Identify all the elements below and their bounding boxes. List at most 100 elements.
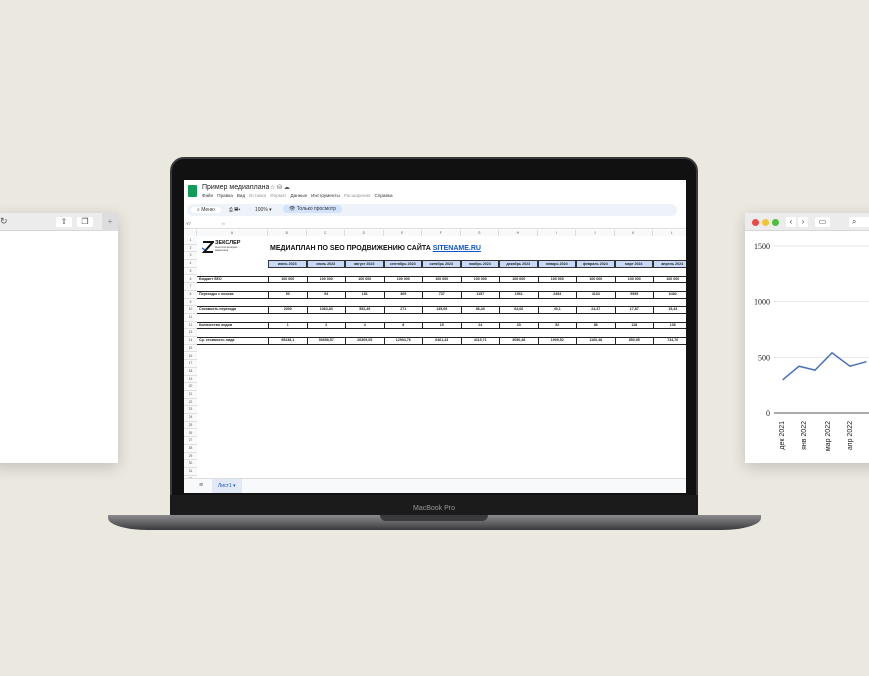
data-cell[interactable]: 12904,76 [383, 337, 423, 345]
data-cell[interactable]: 33 [499, 321, 538, 330]
data-cell[interactable]: 4115,71 [460, 337, 500, 345]
data-cell[interactable]: 100 000 [268, 275, 307, 284]
menu-item[interactable]: Расширения [343, 193, 371, 198]
data-cell[interactable]: 24,37 [576, 306, 615, 314]
data-cell[interactable]: 100 000 [537, 275, 577, 284]
menu-item[interactable]: Справка [374, 193, 393, 198]
data-cell[interactable]: 850,95 [614, 337, 654, 345]
data-cell[interactable]: 15 [422, 321, 461, 330]
data-cell[interactable]: 100 000 [460, 275, 500, 284]
column-header[interactable]: B [268, 230, 307, 236]
row-number[interactable]: 25 [184, 421, 197, 430]
row-number[interactable]: 31 [184, 468, 197, 476]
row-number[interactable]: 5 [184, 267, 197, 276]
back-icon[interactable]: ‹ [786, 217, 796, 227]
data-cell[interactable]: 4 [345, 321, 384, 330]
maximize-icon[interactable] [772, 219, 779, 226]
data-cell[interactable]: 100 000 [306, 275, 346, 284]
minimize-icon[interactable] [762, 219, 769, 226]
data-cell[interactable]: 95238,1 [268, 337, 307, 345]
row-number[interactable]: 17 [184, 360, 197, 368]
data-cell[interactable]: 2494 [537, 290, 577, 299]
column-header[interactable]: K [614, 230, 653, 236]
data-cell[interactable]: 8 [383, 321, 423, 330]
data-cell[interactable]: 181 [345, 290, 384, 299]
data-cell[interactable]: 86,43 [460, 306, 500, 314]
row-number[interactable]: 1 [184, 237, 197, 245]
data-cell[interactable]: 5595 [614, 290, 654, 299]
row-number[interactable]: 15 [184, 344, 197, 353]
column-header[interactable]: L [653, 230, 686, 236]
data-cell[interactable]: 94 [306, 290, 346, 299]
row-number[interactable]: 19 [184, 375, 197, 384]
menu-item[interactable]: Правка [217, 193, 233, 198]
row-number[interactable]: 16 [184, 352, 197, 361]
select-all[interactable] [184, 230, 197, 236]
print-icon[interactable]: ⎙ ▤▾ [229, 207, 241, 213]
row-number[interactable]: 2 [184, 244, 197, 253]
row-number[interactable]: 10 [184, 306, 197, 314]
column-header[interactable]: J [576, 230, 615, 236]
share-icon[interactable]: ⇧ [56, 217, 72, 227]
row-number[interactable]: 8 [184, 290, 197, 299]
column-header[interactable]: E [383, 230, 422, 236]
view-only-button[interactable]: 👁 Только просмотр [283, 205, 342, 213]
close-icon[interactable] [752, 219, 759, 226]
data-cell[interactable]: 100 000 [422, 275, 461, 284]
search-icon[interactable]: ⌕ [849, 217, 869, 227]
data-cell[interactable]: 1157 [460, 290, 500, 299]
row-number[interactable]: 24 [184, 414, 197, 422]
row-number[interactable]: 18 [184, 367, 197, 376]
row-number[interactable]: 12 [184, 321, 197, 330]
data-cell[interactable]: 17,87 [614, 306, 654, 314]
data-cell[interactable]: 118 [614, 321, 654, 330]
tabs-icon[interactable]: ❐ [77, 217, 93, 227]
data-cell[interactable]: 24 [460, 321, 500, 330]
row-number[interactable]: 28 [184, 444, 197, 453]
menu-item[interactable]: Данные [290, 193, 308, 198]
row-number[interactable]: 3 [184, 252, 197, 261]
zoom-select[interactable]: 100% ▾ [255, 207, 272, 213]
sheet-grid[interactable]: A B C D E F G H I J K L 1 2 3 4 5 6 7 8 9 10 11 12 13 14 15 16 17 18 1… [184, 180, 686, 493]
data-cell[interactable]: 100 000 [345, 275, 384, 284]
menu-item[interactable]: Вид [236, 193, 246, 198]
data-cell[interactable]: 100 000 [653, 275, 686, 284]
menu-item[interactable]: Файл [202, 193, 214, 198]
data-cell[interactable]: 136 [653, 321, 686, 330]
row-number[interactable]: 6 [184, 275, 197, 284]
menu-item[interactable]: Вставка [249, 193, 267, 198]
menu-item[interactable]: Инструменты [311, 193, 340, 198]
data-cell[interactable]: 52 [537, 321, 577, 330]
row-number[interactable]: 23 [184, 406, 197, 415]
data-cell[interactable]: 6482 [653, 290, 686, 299]
sidebar-icon[interactable]: ▭ [815, 217, 830, 227]
all-sheets-icon[interactable]: ≡ [199, 482, 204, 489]
column-header[interactable]: H [499, 230, 538, 236]
data-cell[interactable]: 100 000 [576, 275, 615, 284]
column-header[interactable]: D [345, 230, 384, 236]
column-header[interactable]: I [537, 230, 576, 236]
data-cell[interactable]: 50658,57 [306, 337, 346, 345]
cell-reference[interactable]: Y7 [186, 221, 191, 226]
column-header[interactable]: C [306, 230, 345, 236]
row-number[interactable]: 22 [184, 398, 197, 407]
data-cell[interactable]: 552,49 [345, 306, 384, 314]
site-link[interactable]: SITENAME.RU [432, 244, 481, 252]
data-cell[interactable]: 100 000 [614, 275, 654, 284]
sheet-tab-1[interactable]: Лист1 ▾ [212, 479, 242, 493]
row-number[interactable]: 14 [184, 337, 197, 345]
data-cell[interactable]: 50 [268, 290, 307, 299]
data-cell[interactable]: 4104 [576, 290, 615, 299]
row-number[interactable]: 29 [184, 452, 197, 461]
data-cell[interactable]: 64,06 [499, 306, 538, 314]
data-cell[interactable]: 369 [383, 290, 423, 299]
data-cell[interactable]: 15,43 [653, 306, 686, 314]
document-title[interactable]: Пример медиаплана [202, 184, 270, 191]
data-cell[interactable]: 86 [576, 321, 615, 330]
row-number[interactable]: 7 [184, 283, 197, 291]
row-number[interactable]: 9 [184, 298, 197, 307]
column-header[interactable]: F [422, 230, 461, 236]
data-cell[interactable]: 1561 [499, 290, 538, 299]
data-cell[interactable]: 100 000 [383, 275, 423, 284]
data-cell[interactable]: 100 000 [499, 275, 538, 284]
